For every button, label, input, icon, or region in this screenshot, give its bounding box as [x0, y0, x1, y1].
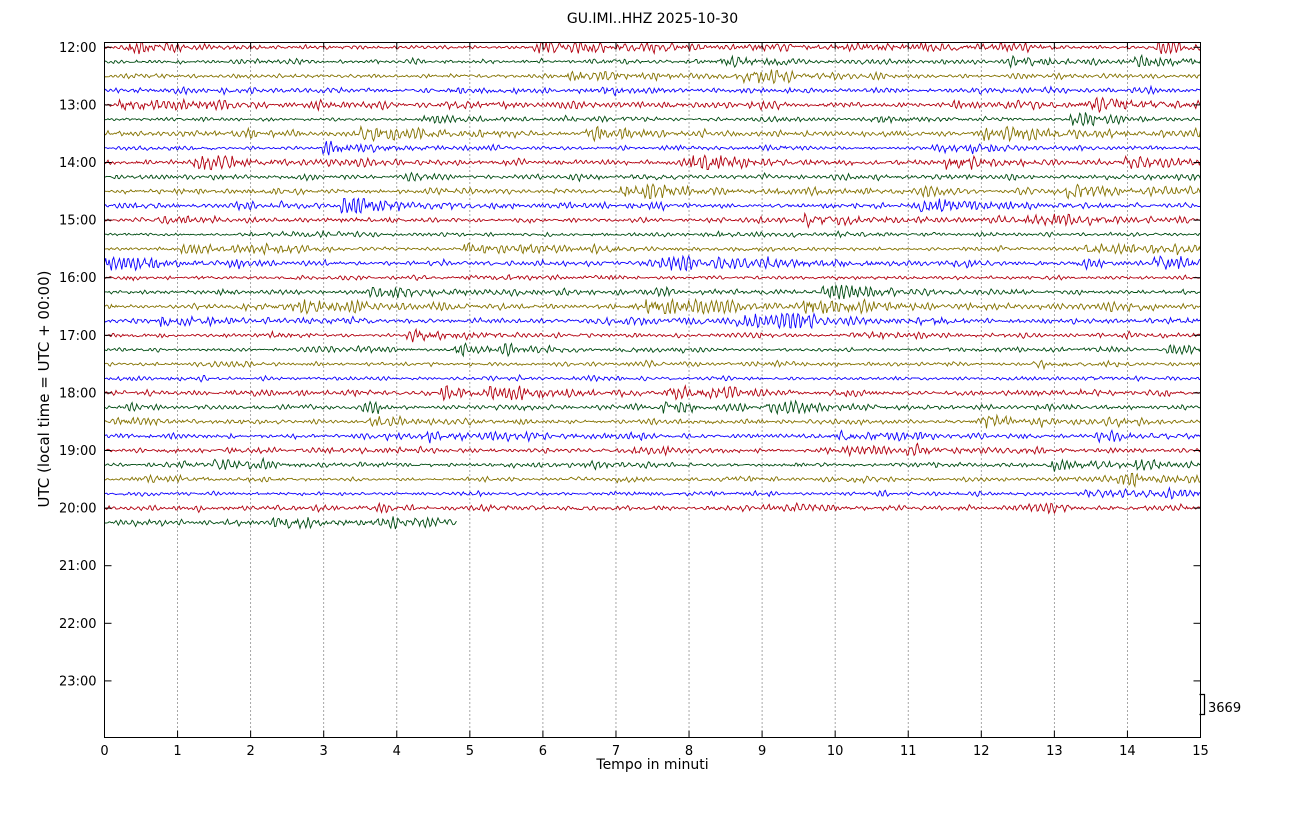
axes-frame: [104, 42, 1201, 738]
x-tick-label: 9: [758, 744, 766, 759]
trace-16:00: [104, 274, 1201, 282]
x-tick-label: 6: [539, 744, 547, 759]
y-tick-label: 23:00: [59, 674, 96, 689]
scale-marker: 3669: [1199, 693, 1241, 716]
trace-20:00: [104, 501, 1201, 515]
x-tick-label: 0: [100, 744, 108, 759]
trace-18:00: [104, 384, 1201, 402]
trace-14:30: [104, 183, 1201, 200]
trace-19:00: [104, 442, 1201, 458]
x-tick-label: 4: [393, 744, 401, 759]
trace-12:30: [104, 69, 1201, 85]
trace-20:15: [104, 516, 457, 530]
trace-12:00: [104, 42, 1201, 56]
y-tick-label: 21:00: [59, 559, 96, 574]
trace-13:45: [104, 140, 1201, 156]
trace-17:45: [104, 373, 1201, 383]
x-tick-label: 11: [900, 744, 917, 759]
x-tick-label: 10: [827, 744, 844, 759]
trace-13:15: [104, 112, 1201, 127]
trace-19:45: [104, 486, 1201, 500]
trace-18:45: [104, 429, 1201, 444]
trace-16:30: [104, 297, 1201, 315]
x-tick-label: 12: [973, 744, 990, 759]
trace-12:45: [104, 84, 1201, 97]
x-tick-label: 13: [1046, 744, 1063, 759]
gridlines: [177, 42, 1128, 738]
y-tick-label: 19:00: [59, 444, 96, 459]
trace-15:30: [104, 242, 1201, 256]
y-axis-label: UTC (local time = UTC + 00:00): [35, 270, 53, 508]
y-tick-label: 13:00: [59, 98, 96, 113]
trace-18:15: [104, 399, 1201, 416]
x-axis-label: Tempo in minuti: [596, 757, 709, 773]
trace-14:15: [104, 171, 1201, 183]
trace-17:30: [104, 359, 1201, 371]
trace-16:45: [104, 312, 1201, 330]
y-tick-label: 16:00: [59, 271, 96, 286]
trace-14:00: [104, 154, 1201, 171]
trace-19:15: [104, 456, 1201, 472]
axis-ticks: [104, 42, 1201, 738]
scale-bracket: [1199, 693, 1206, 716]
trace-15:45: [104, 254, 1201, 272]
x-tick-label: 3: [320, 744, 328, 759]
x-tick-label: 1: [173, 744, 181, 759]
y-tick-label: 20:00: [59, 502, 96, 517]
y-tick-label: 17:00: [59, 329, 96, 344]
trace-14:45: [104, 197, 1201, 214]
trace-19:30: [104, 472, 1201, 489]
y-tick-label: 15:00: [59, 214, 96, 229]
y-tick-labels: 12:00 13:00 14:00 15:00 16:00 17:00 18:00 19:00…: [59, 41, 96, 690]
trace-16:15: [104, 283, 1201, 300]
scale-value: 3669: [1208, 701, 1241, 716]
trace-15:15: [104, 229, 1201, 239]
trace-18:30: [104, 413, 1201, 429]
trace-15:00: [104, 211, 1201, 229]
y-tick-label: 22:00: [59, 617, 96, 632]
x-tick-label: 15: [1192, 744, 1209, 759]
trace-17:00: [104, 327, 1201, 343]
traces: [104, 42, 1201, 530]
x-tick-labels: 0 1 2 3 4 5 6 7 8 9 10 11 12 13 14 15: [100, 744, 1208, 759]
y-tick-label: 14:00: [59, 156, 96, 171]
chart-title: GU.IMI..HHZ 2025-10-30: [566, 11, 739, 27]
trace-13:30: [104, 124, 1201, 143]
y-tick-label: 12:00: [59, 41, 96, 56]
x-tick-label: 8: [685, 744, 693, 759]
y-tick-label: 18:00: [59, 386, 96, 401]
trace-12:15: [104, 53, 1201, 69]
x-tick-label: 5: [466, 744, 474, 759]
trace-13:00: [104, 96, 1201, 114]
trace-17:15: [104, 342, 1201, 358]
x-tick-label: 7: [612, 744, 620, 759]
x-tick-label: 2: [246, 744, 254, 759]
x-tick-label: 14: [1119, 744, 1136, 759]
